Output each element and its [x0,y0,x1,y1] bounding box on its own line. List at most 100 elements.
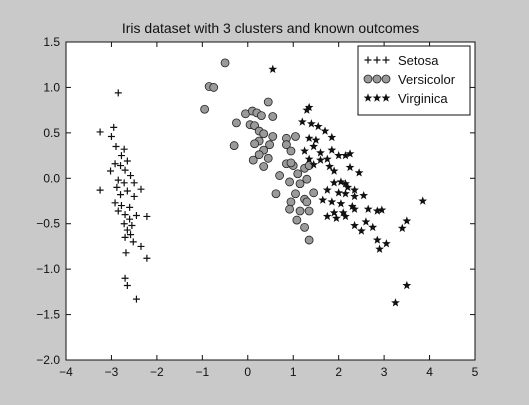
legend-label: Setosa [398,53,439,68]
data-point-versicolor [282,140,291,150]
data-point-setosa-shape [107,167,115,175]
data-point-setosa [120,179,128,187]
data-point-versicolor [300,222,309,232]
data-point-virginica [345,162,355,172]
legend: Setosa Versicolor Virginica [357,45,471,116]
data-point-setosa [117,202,125,210]
data-point-versicolor [291,189,300,199]
data-point-setosa-shape [113,183,121,191]
data-point-setosa-shape [121,166,129,174]
x-tick-label: 0 [244,365,251,379]
data-point-setosa-shape [117,191,125,199]
data-point-setosa-shape [117,202,125,210]
data-point-setosa [123,226,131,234]
y-tick-label: 0.0 [43,171,60,185]
data-point-setosa-shape [123,157,131,165]
plot-area [65,41,476,361]
data-point-setosa-shape [130,192,138,200]
data-point-setosa [96,186,104,194]
data-point-versicolor [268,132,278,141]
data-point-setosa [111,160,119,168]
data-point-virginica [322,211,332,221]
legend-label: Virginica [398,91,448,106]
data-point-virginica [329,178,339,187]
data-point-versicolor [293,169,303,179]
data-point-setosa-shape [111,199,119,207]
data-point-versicolor [259,129,269,139]
data-point-setosa [132,212,140,220]
data-point-versicolor [229,141,239,150]
data-point-versicolor [200,104,210,114]
data-point-setosa [121,274,129,282]
data-point-virginica [318,195,328,204]
data-point-versicolor [263,97,273,107]
data-point-setosa-shape [126,215,134,223]
data-point-virginica [309,141,319,151]
data-point-virginica [336,199,346,208]
data-point-versicolor [254,150,264,160]
x-tick-label: 1 [290,365,297,379]
data-point-virginica [304,154,314,163]
x-tick-label: 4 [426,365,433,379]
data-point-versicolor [263,153,273,163]
data-point-versicolor [302,174,312,184]
data-point-setosa [137,185,145,193]
data-point-virginica [359,190,369,200]
data-point-versicolor [220,58,230,68]
data-point-setosa-shape [121,211,129,219]
data-point-setosa-shape [96,186,104,194]
data-point-versicolor [302,197,312,207]
data-point-versicolor [285,177,294,187]
data-point-virginica [341,189,350,198]
series-virginica [268,64,428,307]
data-point-versicolor [292,215,302,225]
data-point-setosa-shape [123,226,131,234]
data-point-setosa [129,238,137,246]
data-point-setosa-shape [120,179,128,187]
data-point-setosa [114,89,122,97]
data-point-setosa [96,128,104,136]
data-point-virginica [368,222,378,232]
legend-marker-versicolor [363,74,373,84]
data-point-setosa [126,215,134,223]
legend-item-setosa: Setosa [364,53,439,68]
data-point-setosa-shape [114,89,122,97]
data-point-virginica [363,204,373,213]
data-point-versicolor [271,189,281,199]
x-tick-label: −1 [195,365,209,379]
data-point-setosa-shape [122,249,130,257]
data-point-setosa [143,254,151,262]
data-point-virginica [329,208,339,217]
data-point-virginica [350,191,359,201]
y-tick-label: 1.0 [43,80,60,94]
data-point-virginica [297,117,307,126]
data-point-setosa [132,295,140,303]
data-point-setosa [107,167,115,175]
data-point-setosa [113,183,121,191]
data-point-setosa [121,166,129,174]
legend-marker-virginica [372,93,382,102]
data-point-virginica [350,204,359,213]
data-point-setosa [130,179,138,187]
data-point-setosa-shape [128,222,136,230]
data-point-virginica [372,235,382,244]
data-point-setosa [123,157,131,165]
data-point-setosa-shape [127,231,135,239]
x-tick-label: 5 [472,365,479,379]
data-point-setosa [143,212,151,220]
data-point-setosa [126,203,134,211]
x-tick-label: 3 [381,365,388,379]
data-point-setosa-shape [132,295,140,303]
data-point-setosa-shape [137,185,145,193]
data-point-setosa-shape [111,160,119,168]
y-tick-label: −0.5 [36,217,60,231]
data-point-setosa-shape [121,274,129,282]
legend-item-versicolor: Versicolor [363,72,456,87]
data-point-virginica [304,102,314,112]
data-point-versicolor [295,179,305,189]
data-point-setosa [111,199,119,207]
series-versicolor [200,58,319,245]
data-point-setosa [120,145,128,153]
legend-marker-virginica [381,93,391,102]
